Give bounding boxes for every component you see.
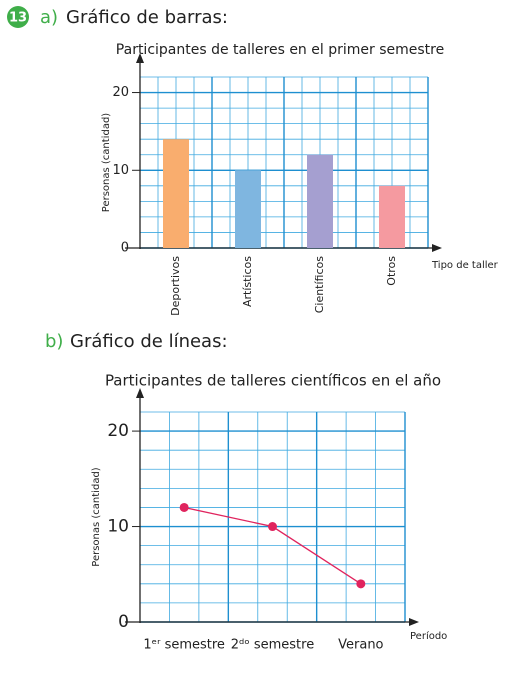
y-axis-label: Personas (cantidad) bbox=[91, 467, 102, 567]
y-tick-label: 0 bbox=[121, 241, 129, 256]
y-tick-label: 20 bbox=[107, 421, 129, 441]
bar bbox=[307, 154, 333, 248]
exercise-number: 13 bbox=[9, 11, 27, 26]
x-axis-label: Tipo de taller bbox=[431, 260, 499, 271]
y-tick-label: 0 bbox=[118, 612, 129, 632]
chart-title: Participantes de talleres en el primer s… bbox=[116, 42, 444, 58]
x-tick-label: Artísticos bbox=[241, 256, 254, 307]
y-tick-label: 20 bbox=[112, 85, 129, 100]
y-tick-label: 10 bbox=[107, 517, 129, 537]
y-axis-arrow bbox=[136, 388, 144, 398]
point bbox=[179, 502, 189, 512]
point bbox=[356, 579, 366, 589]
x-tick-label: Científicos bbox=[313, 256, 326, 314]
bar bbox=[163, 139, 189, 248]
y-axis-label: Personas (cantidad) bbox=[101, 113, 112, 213]
exercise-badge bbox=[7, 6, 29, 28]
y-tick-label: 10 bbox=[112, 163, 129, 178]
part-heading: Gráfico de líneas: bbox=[70, 331, 228, 352]
x-tick-label: Deportivos bbox=[169, 256, 182, 316]
part-label: a) bbox=[40, 7, 58, 28]
x-axis-arrow bbox=[409, 618, 419, 626]
point bbox=[268, 522, 277, 532]
x-tick-label: 1ᵉʳ semestre bbox=[143, 638, 225, 653]
y-axis-arrow bbox=[136, 53, 144, 63]
x-axis-label: Período bbox=[410, 630, 447, 642]
x-axis-arrow bbox=[432, 244, 442, 252]
x-tick-label: Verano bbox=[338, 638, 383, 653]
bar bbox=[235, 170, 261, 248]
x-tick-label: 2ᵈᵒ semestre bbox=[231, 638, 314, 653]
x-tick-label: Otros bbox=[385, 256, 398, 286]
part-heading: Gráfico de barras: bbox=[66, 7, 228, 28]
bar bbox=[379, 185, 405, 248]
chart-title: Participantes de talleres científicos en… bbox=[105, 372, 441, 390]
part-label: b) bbox=[45, 331, 63, 352]
